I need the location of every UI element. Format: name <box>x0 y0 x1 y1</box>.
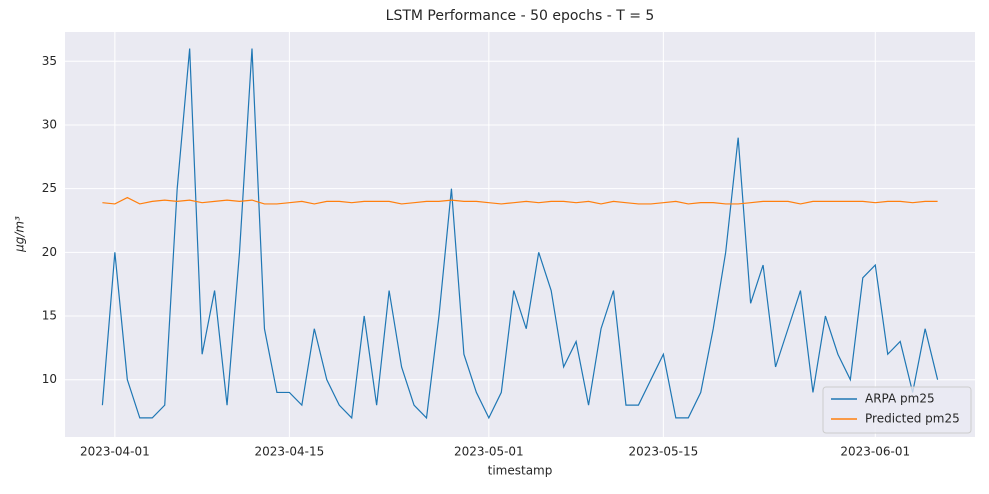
x-tick-label: 2023-05-01 <box>454 445 524 459</box>
legend-box <box>822 386 972 434</box>
y-tick-label: 35 <box>42 54 57 68</box>
y-tick-label: 10 <box>42 372 57 386</box>
legend-label: ARPA pm25 <box>865 392 935 406</box>
y-tick-label: 15 <box>42 309 57 323</box>
y-tick-label: 25 <box>42 181 57 195</box>
data-line <box>101 48 939 420</box>
y-axis-label: μg/m³ <box>13 216 27 253</box>
legend-label: Predicted pm25 <box>865 412 960 426</box>
y-tick-label: 30 <box>42 117 57 131</box>
x-tick-label: 2023-05-15 <box>628 445 698 459</box>
x-tick-label: 2023-04-15 <box>255 445 325 459</box>
x-axis-label: timestamp <box>488 464 553 478</box>
plot-area <box>65 32 975 437</box>
legend: ARPA pm25 Predicted pm25 <box>822 386 972 434</box>
x-tick-label: 2023-04-01 <box>80 445 150 459</box>
data-line <box>102 196 938 205</box>
y-tick-label: 20 <box>42 245 57 259</box>
chart-title: LSTM Performance - 50 epochs - T = 5 <box>386 8 655 24</box>
x-tick-label: 2023-06-01 <box>840 445 910 459</box>
